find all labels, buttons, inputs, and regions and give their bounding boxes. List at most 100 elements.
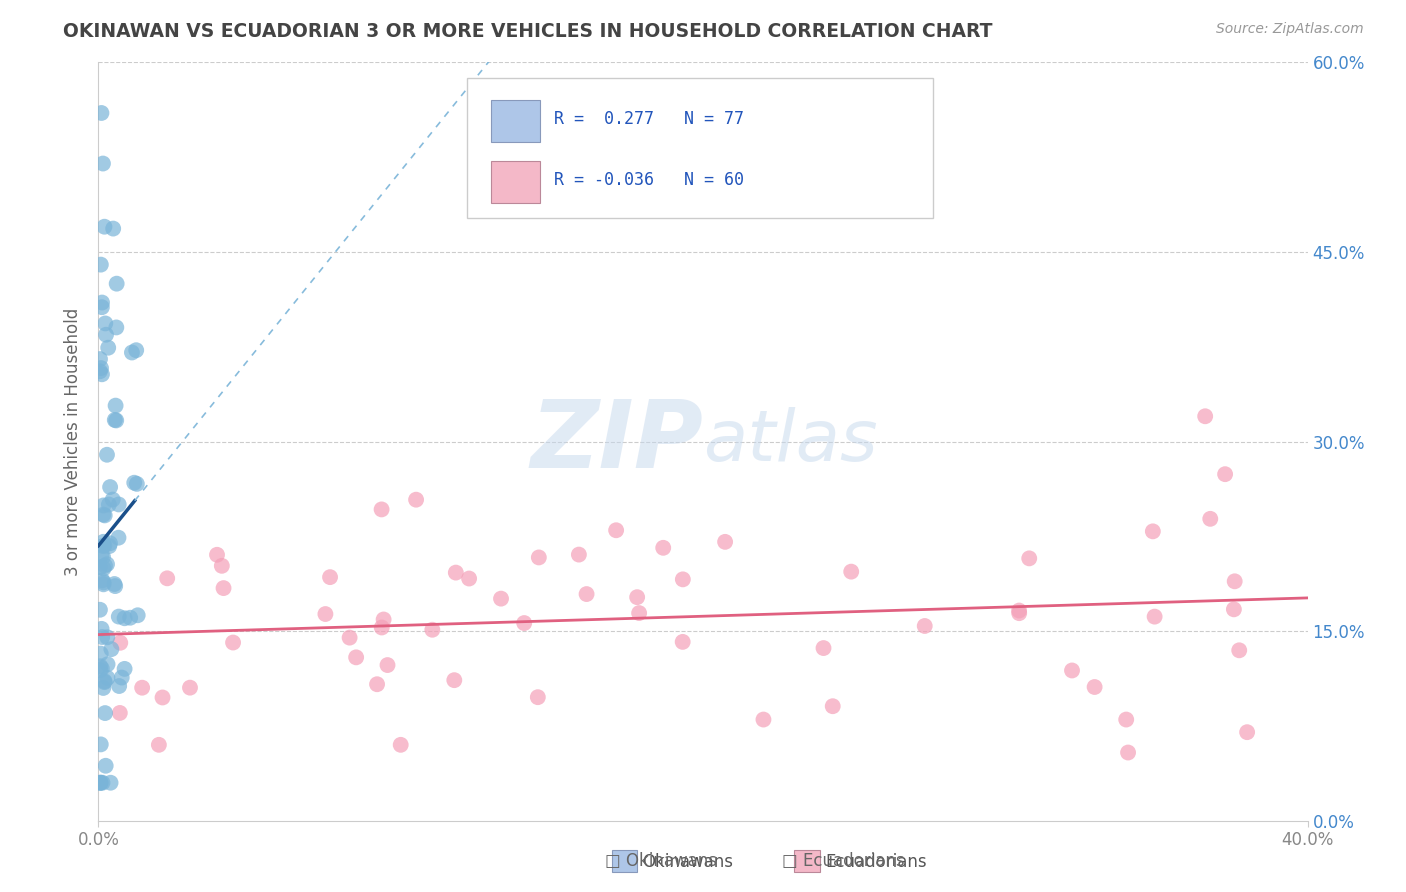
Point bbox=[513, 615, 536, 630]
Point bbox=[652, 541, 675, 555]
Y-axis label: 3 or more Vehicles in Household: 3 or more Vehicles in Household bbox=[65, 308, 83, 575]
Point bbox=[94, 558, 117, 573]
Point bbox=[94, 758, 117, 772]
FancyBboxPatch shape bbox=[467, 78, 932, 218]
Point bbox=[93, 219, 115, 234]
Point bbox=[100, 642, 122, 657]
Point bbox=[93, 508, 115, 523]
Point bbox=[90, 106, 112, 120]
Point bbox=[89, 603, 111, 617]
Point bbox=[98, 539, 121, 553]
Point bbox=[96, 671, 118, 685]
Point bbox=[93, 575, 115, 590]
Point bbox=[752, 713, 775, 727]
Point bbox=[96, 448, 118, 462]
Point bbox=[104, 399, 127, 413]
Text: □ Ecuadorians: □ Ecuadorians bbox=[782, 852, 905, 870]
Point bbox=[1143, 609, 1166, 624]
Point bbox=[96, 630, 118, 644]
Point bbox=[101, 221, 124, 235]
Text: OKINAWAN VS ECUADORIAN 3 OR MORE VEHICLES IN HOUSEHOLD CORRELATION CHART: OKINAWAN VS ECUADORIAN 3 OR MORE VEHICLE… bbox=[63, 22, 993, 41]
Bar bbox=[794, 850, 820, 872]
Point bbox=[377, 658, 399, 673]
Point bbox=[90, 661, 112, 675]
Text: atlas: atlas bbox=[703, 407, 877, 476]
Point bbox=[373, 612, 395, 626]
Point bbox=[93, 499, 115, 513]
Point bbox=[1223, 602, 1246, 616]
Point bbox=[1142, 524, 1164, 539]
Point bbox=[104, 413, 127, 427]
Point bbox=[110, 636, 132, 650]
Point bbox=[527, 690, 550, 705]
Point bbox=[105, 277, 128, 291]
Point bbox=[125, 343, 148, 358]
Bar bbox=[492, 100, 540, 142]
Point bbox=[103, 577, 125, 591]
Point bbox=[89, 776, 111, 790]
Point bbox=[205, 548, 228, 562]
Point bbox=[105, 413, 128, 427]
Point bbox=[443, 673, 465, 688]
Point bbox=[89, 352, 111, 367]
Point bbox=[120, 611, 142, 625]
Point bbox=[108, 706, 131, 720]
Point bbox=[1213, 467, 1236, 482]
Point bbox=[628, 606, 651, 620]
Point bbox=[405, 492, 427, 507]
Point bbox=[121, 345, 143, 359]
Point bbox=[91, 368, 114, 382]
Point bbox=[1199, 512, 1222, 526]
Point bbox=[90, 361, 112, 376]
Bar bbox=[492, 161, 540, 202]
Point bbox=[626, 590, 648, 604]
Point bbox=[1084, 680, 1107, 694]
Point bbox=[672, 573, 695, 587]
Point bbox=[90, 738, 112, 752]
Text: Okinawans: Okinawans bbox=[643, 853, 734, 871]
Point bbox=[444, 566, 467, 580]
Text: Ecuadorians: Ecuadorians bbox=[825, 853, 927, 871]
Point bbox=[104, 579, 127, 593]
Point bbox=[1008, 603, 1031, 617]
Point bbox=[93, 674, 115, 689]
Point bbox=[94, 317, 117, 331]
Point bbox=[527, 550, 550, 565]
Point bbox=[90, 549, 112, 563]
Point bbox=[114, 662, 136, 676]
Point bbox=[90, 647, 112, 661]
Text: ZIP: ZIP bbox=[530, 395, 703, 488]
Point bbox=[212, 581, 235, 595]
Point bbox=[1236, 725, 1258, 739]
Point bbox=[93, 675, 115, 690]
Point bbox=[91, 539, 114, 553]
Point bbox=[111, 671, 134, 685]
Point bbox=[156, 571, 179, 585]
Point bbox=[108, 679, 131, 693]
Point bbox=[127, 608, 149, 623]
Point bbox=[489, 591, 512, 606]
Point bbox=[93, 577, 115, 591]
Point bbox=[93, 561, 115, 575]
Point bbox=[714, 534, 737, 549]
Point bbox=[114, 611, 136, 625]
Point bbox=[179, 681, 201, 695]
Point bbox=[314, 607, 336, 621]
Point bbox=[94, 327, 117, 342]
Text: Source: ZipAtlas.com: Source: ZipAtlas.com bbox=[1216, 22, 1364, 37]
Point bbox=[93, 508, 115, 522]
Point bbox=[605, 523, 627, 537]
Point bbox=[813, 641, 835, 656]
Point bbox=[97, 341, 120, 355]
Point bbox=[107, 609, 129, 624]
Point bbox=[89, 364, 111, 378]
Point bbox=[1115, 713, 1137, 727]
Point bbox=[1116, 746, 1139, 760]
Bar bbox=[612, 850, 637, 872]
Point bbox=[90, 622, 112, 636]
Point bbox=[93, 534, 115, 549]
Text: R = -0.036   N = 60: R = -0.036 N = 60 bbox=[554, 171, 744, 189]
Point bbox=[371, 620, 394, 634]
Point bbox=[89, 663, 111, 677]
Point bbox=[90, 258, 112, 272]
